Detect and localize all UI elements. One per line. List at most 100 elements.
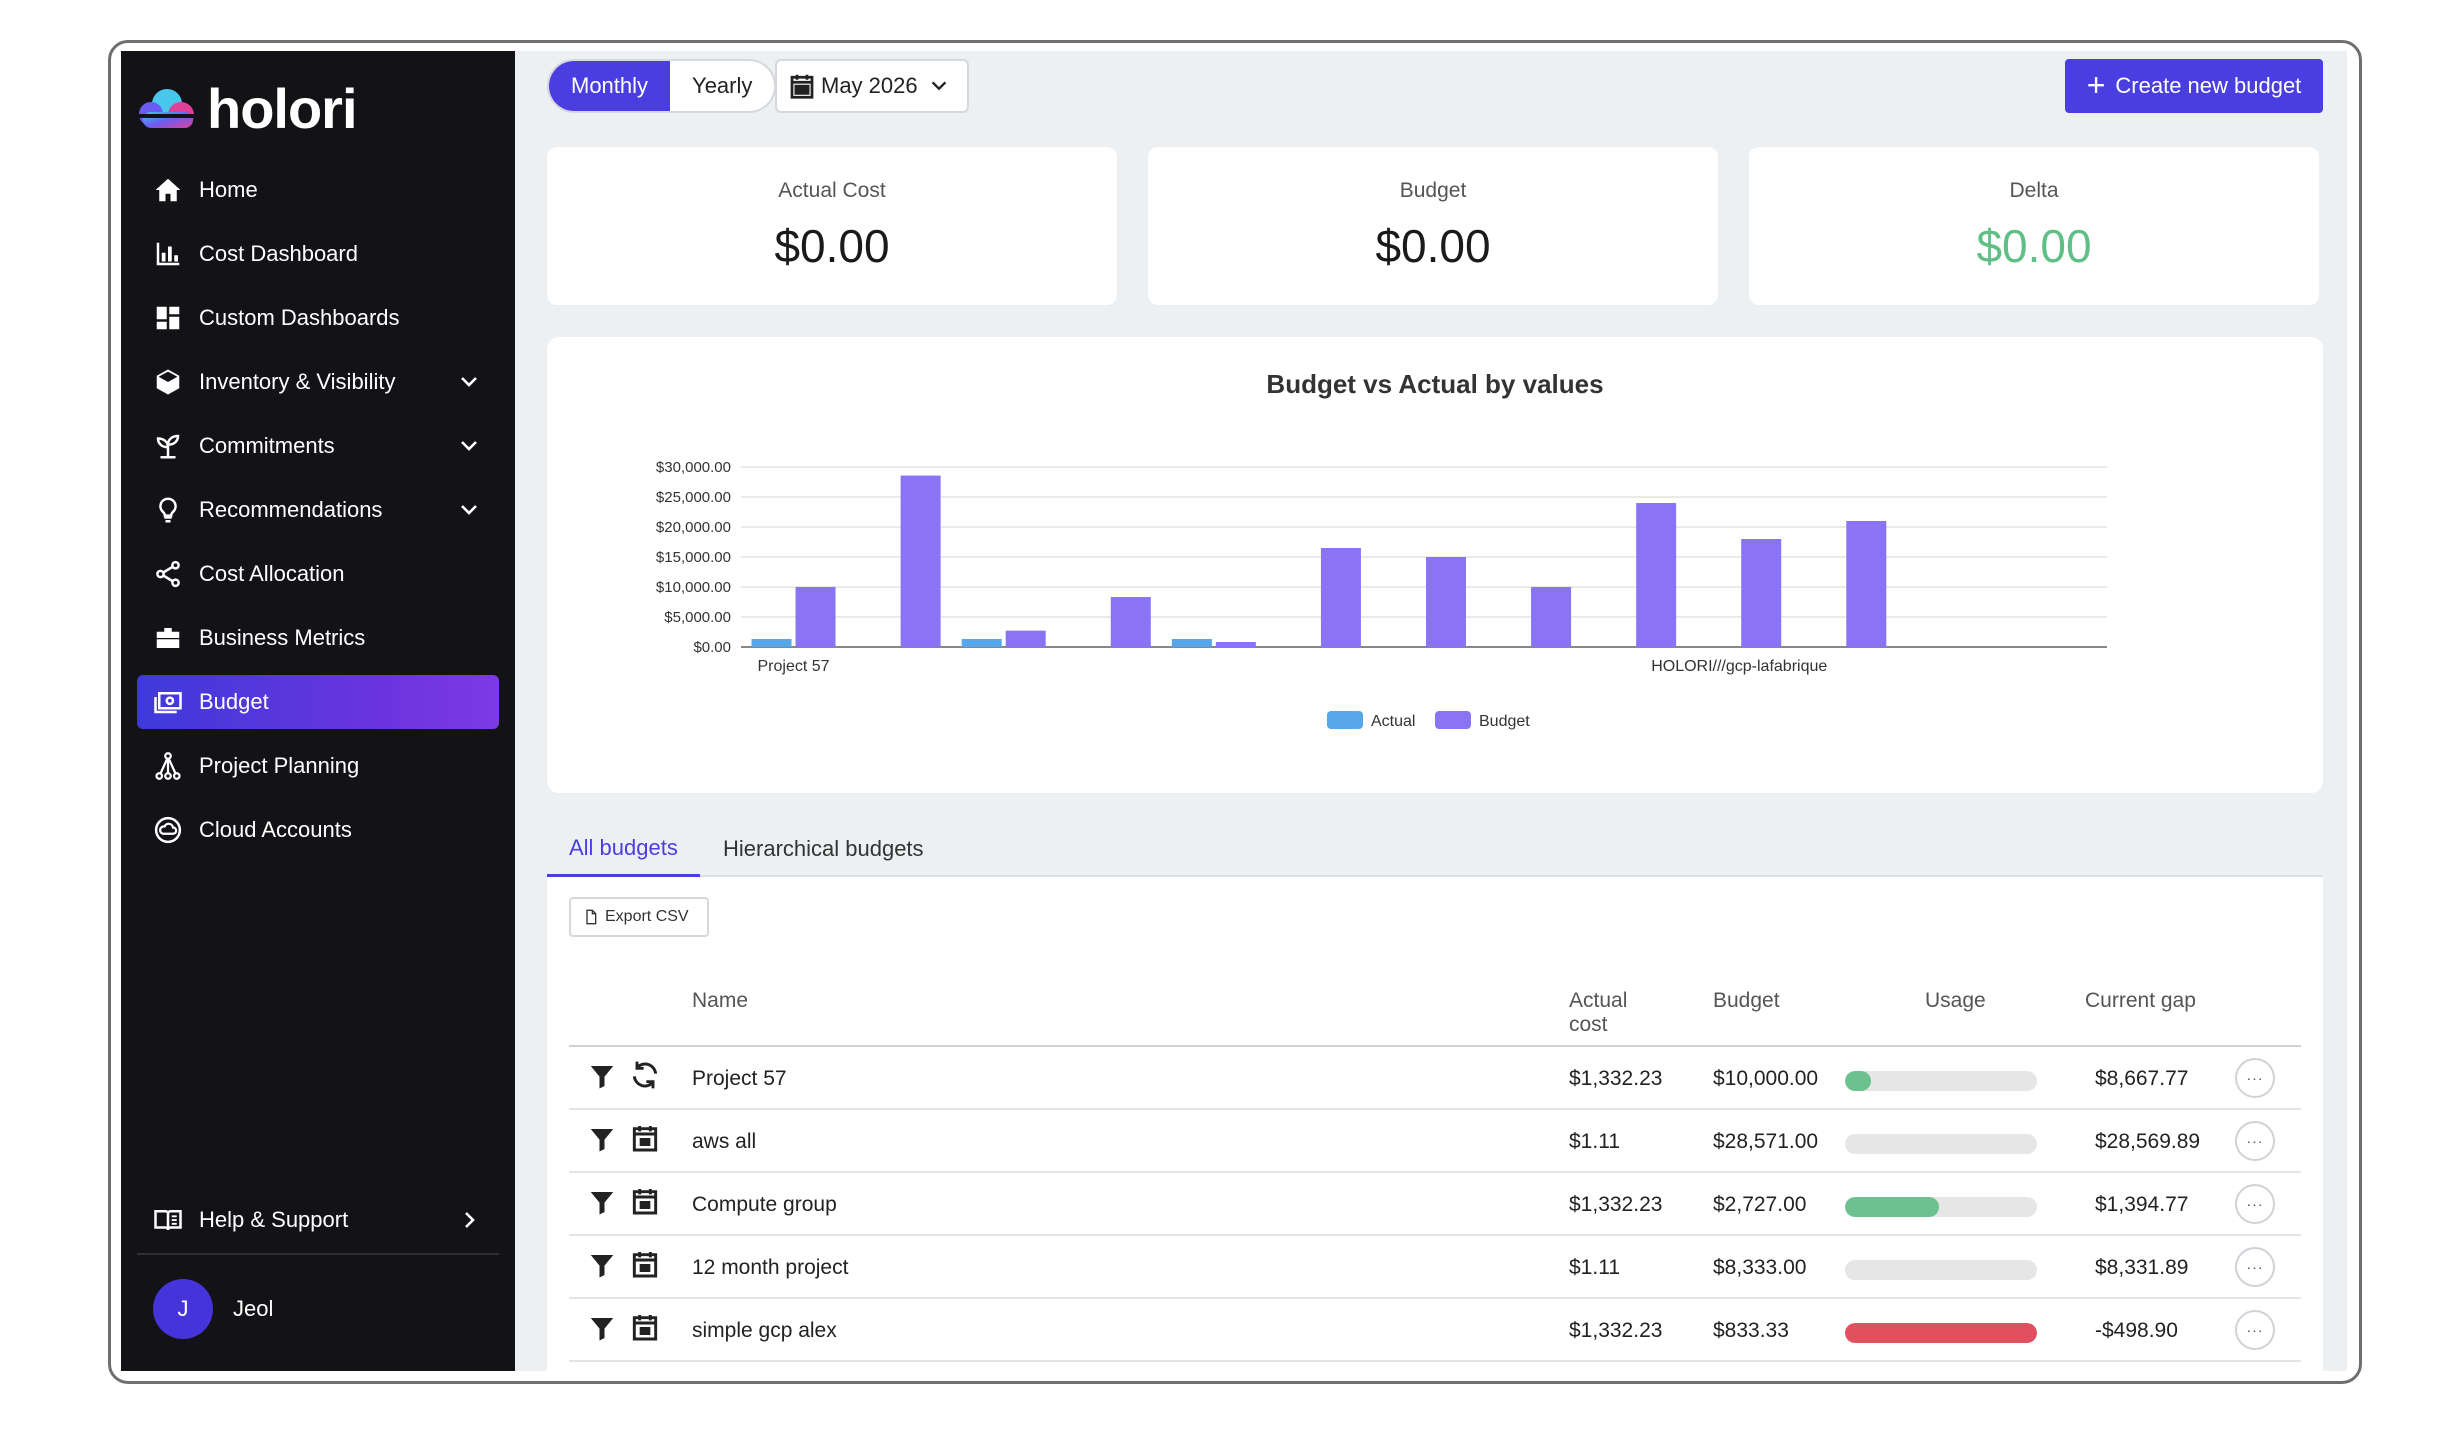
usage-bar: [1845, 1071, 2037, 1091]
cell-actual-cost: $1,332.23: [1569, 1067, 1663, 1090]
sidebar-item-label: Project Planning: [199, 753, 360, 778]
row-actions-button[interactable]: ···: [2235, 1121, 2275, 1161]
chevron-down-icon[interactable]: [457, 370, 481, 394]
date-picker[interactable]: May 2026: [775, 59, 969, 113]
column-header-name[interactable]: Name: [692, 989, 749, 1012]
period-option-monthly[interactable]: Monthly: [549, 61, 671, 111]
bar-budget-3: [1110, 597, 1151, 647]
kpi-label: Actual Cost: [778, 179, 886, 202]
sidebar-item-home[interactable]: Home: [137, 163, 499, 217]
sidebar-item-recommendations[interactable]: Recommendations: [137, 483, 499, 537]
cell-current-gap: $28,569.89: [2095, 1130, 2201, 1153]
table-row[interactable]: Compute group $1,332.23 $2,727.00 $1,394.77…: [569, 1173, 2301, 1236]
filter-icon[interactable]: [587, 1061, 617, 1091]
sidebar-item-cloud-accounts[interactable]: Cloud Accounts: [137, 803, 499, 857]
sidebar-item-label: Business Metrics: [199, 625, 366, 650]
kpi-label: Delta: [2009, 179, 2059, 202]
cell-current-gap: -$498.90: [2095, 1319, 2178, 1342]
create-budget-label: Create new budget: [2115, 73, 2302, 98]
filter-icon[interactable]: [587, 1187, 617, 1217]
column-header-usage[interactable]: Usage: [1925, 989, 1986, 1012]
usage-bar: [1845, 1134, 2037, 1154]
sidebar-item-business-metrics[interactable]: Business Metrics: [137, 611, 499, 665]
lightbulb-icon: [151, 493, 185, 527]
main-content: Monthly Yearly May 2026 + Create new bud…: [515, 51, 2347, 1371]
filter-icon[interactable]: [587, 1250, 617, 1280]
tab-hierarchical-budgets[interactable]: Hierarchical budgets: [723, 836, 924, 861]
sidebar-item-commitments[interactable]: Commitments: [137, 419, 499, 473]
table-row[interactable]: simple gcp alex $1,332.23 $833.33 -$498.90 ·…: [569, 1299, 2301, 1362]
y-tick-label: $0.00: [693, 639, 731, 656]
file-icon: [586, 909, 597, 925]
cell-actual-cost: $1,332.23: [1569, 1319, 1663, 1342]
create-budget-button[interactable]: + Create new budget: [2065, 59, 2323, 113]
cell-actual-cost: $1,332.23: [1569, 1193, 1663, 1216]
refresh-icon: [632, 1061, 658, 1089]
plant-icon: [151, 429, 185, 463]
budget-vs-actual-chart: Budget vs Actual by values $0.00 $5,000.00…: [656, 369, 2107, 730]
row-actions-button[interactable]: ···: [2235, 1184, 2275, 1224]
user-name: Jeol: [233, 1296, 274, 1321]
briefcase-icon: [151, 621, 185, 655]
cell-name[interactable]: Compute group: [692, 1193, 837, 1216]
sidebar-item-project-planning[interactable]: Project Planning: [137, 739, 499, 793]
brand-name: holori: [207, 77, 358, 140]
money-icon: [151, 685, 185, 719]
cell-budget: $28,571.00: [1713, 1130, 1819, 1153]
row-actions-button[interactable]: ···: [2235, 1058, 2275, 1098]
filter-icon[interactable]: [587, 1313, 617, 1343]
row-actions-button[interactable]: ···: [2235, 1310, 2275, 1350]
column-header-actual-cost[interactable]: Actual cost: [1569, 989, 1628, 1036]
calendar-icon: [632, 1252, 658, 1278]
sidebar-item-label: Custom Dashboards: [199, 305, 400, 330]
y-tick-label: $30,000.00: [656, 459, 731, 476]
tab-all-budgets[interactable]: All budgets: [547, 821, 700, 877]
column-header-budget[interactable]: Budget: [1713, 989, 1780, 1012]
cell-name[interactable]: simple gcp alex: [692, 1319, 837, 1342]
user-profile[interactable]: J Jeol: [153, 1279, 273, 1339]
table-row[interactable]: Project 57 $1,332.23 $10,000.00 $8,667.77 ··…: [569, 1047, 2301, 1110]
table-header: Name Actual cost Budget Usage Current ga…: [569, 977, 2301, 1047]
sidebar-item-custom-dashboards[interactable]: Custom Dashboards: [137, 291, 499, 345]
sidebar-item-label: Commitments: [199, 433, 335, 458]
cell-name[interactable]: 12 month project: [692, 1256, 849, 1279]
y-tick-label: $10,000.00: [656, 579, 731, 596]
budget-table-card: Export CSV Name Actual cost Budget Usage…: [547, 877, 2323, 1371]
cell-name[interactable]: Project 57: [692, 1067, 787, 1090]
bar-budget-6: [1426, 557, 1466, 647]
table-row[interactable]: 12 month project $1.11 $8,333.00 $8,331.89 ·…: [569, 1236, 2301, 1299]
bar-budget-1: [900, 475, 941, 647]
sidebar-item-cost-dashboard[interactable]: Cost Dashboard: [137, 227, 499, 281]
table-row[interactable]: aws all $1.11 $28,571.00 $28,569.89 ···: [569, 1110, 2301, 1173]
sidebar-item-label: Budget: [199, 689, 269, 714]
cell-actual-cost: $1.11: [1569, 1130, 1620, 1153]
y-tick-label: $5,000.00: [664, 609, 731, 626]
usage-bar: [1845, 1197, 2037, 1217]
help-section: Help & Support: [137, 1193, 499, 1257]
calendar-icon: [632, 1315, 658, 1341]
filter-icon[interactable]: [587, 1124, 617, 1154]
bar-budget-2: [1005, 630, 1046, 647]
export-csv-button[interactable]: Export CSV: [569, 897, 709, 937]
cell-name[interactable]: aws all: [692, 1130, 757, 1153]
usage-bar-fill: [1845, 1197, 1939, 1217]
legend-swatch: [1435, 711, 1471, 729]
bar-budget-0: [795, 587, 836, 647]
row-actions-button[interactable]: ···: [2235, 1247, 2275, 1287]
plus-icon: +: [2086, 66, 2106, 103]
chevron-down-icon[interactable]: [457, 498, 481, 522]
chevron-down-icon[interactable]: [457, 434, 481, 458]
avatar[interactable]: J: [153, 1279, 213, 1339]
column-header-current-gap[interactable]: Current gap: [2085, 989, 2196, 1012]
sidebar-item-budget[interactable]: Budget: [137, 675, 499, 729]
sidebar-item-label: Cloud Accounts: [199, 817, 352, 842]
sidebar-item-help[interactable]: Help & Support: [137, 1193, 499, 1247]
chevron-right-icon[interactable]: [457, 1208, 481, 1232]
sidebar-item-inventory[interactable]: Inventory & Visibility: [137, 355, 499, 409]
sidebar-item-cost-allocation[interactable]: Cost Allocation: [137, 547, 499, 601]
cube-icon: [151, 365, 185, 399]
share-icon: [151, 557, 185, 591]
brand-logo[interactable]: holori: [137, 77, 358, 140]
sidebar: holori Home Cost Dashboard Custom Dashbo…: [121, 51, 515, 1371]
period-option-yearly[interactable]: Yearly: [692, 73, 753, 98]
